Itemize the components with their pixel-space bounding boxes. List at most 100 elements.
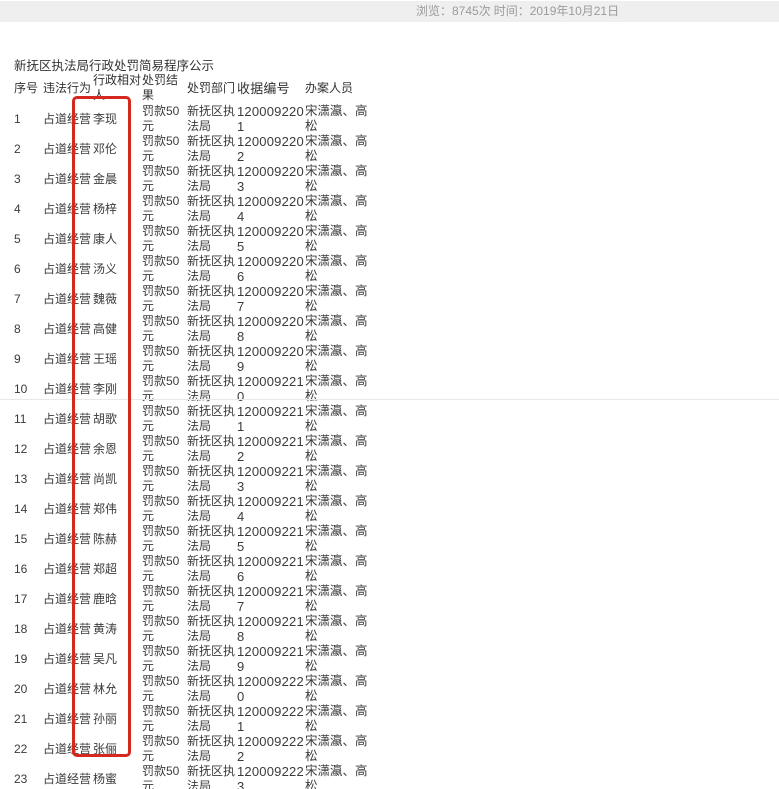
cell-officers: 宋潇瀛、高松 [305,674,368,703]
table-row: 13 占道经营 尚凯 罚款50元 新抚区执法局 1200092213 宋潇瀛、高… [14,464,378,494]
cell-officers: 宋潇瀛、高松 [305,524,368,553]
cell-person: 尚凯 [93,471,118,486]
cell-officers: 宋潇瀛、高松 [305,464,368,493]
cell-no: 11 [14,411,27,426]
table-row: 4 占道经营 杨梓 罚款50元 新抚区执法局 1200092204 宋潇瀛、高松 [14,194,378,224]
cell-no: 23 [14,771,28,786]
cell-person: 黄涛 [93,621,118,636]
cell-receipt: 1200092207 [237,284,304,314]
cell-result: 罚款50元 [142,164,180,193]
cell-officers: 宋潇瀛、高松 [305,494,368,523]
header-result: 处罚结果 [142,73,179,102]
cell-violation: 占道经营 [43,771,92,786]
table-row: 12 占道经营 余恩 罚款50元 新抚区执法局 1200092212 宋潇瀛、高… [14,434,378,464]
cell-department: 新抚区执法局 [187,734,236,763]
page-title: 新抚区执法局行政处罚简易程序公示 [14,59,215,73]
cell-result: 罚款50元 [142,644,180,673]
cell-violation: 占道经营 [43,741,92,756]
cell-officers: 宋潇瀛、高松 [305,554,368,583]
cell-officers: 宋潇瀛、高松 [305,104,368,133]
cell-result: 罚款50元 [142,134,180,163]
cell-result: 罚款50元 [142,104,180,133]
cell-department: 新抚区执法局 [187,704,236,733]
cell-receipt: 1200092204 [237,194,304,224]
table-row: 20 占道经营 林允 罚款50元 新抚区执法局 1200092220 宋潇瀛、高… [14,674,378,704]
cell-receipt: 1200092221 [237,704,304,734]
cell-person: 魏薇 [93,291,118,306]
cell-department: 新抚区执法局 [187,584,236,613]
table-row: 18 占道经营 黄涛 罚款50元 新抚区执法局 1200092218 宋潇瀛、高… [14,614,378,644]
table-row: 6 占道经营 汤义 罚款50元 新抚区执法局 1200092206 宋潇瀛、高松 [14,254,378,284]
cell-person: 杨梓 [93,201,118,216]
cell-person: 胡歌 [93,411,118,426]
cell-receipt: 1200092216 [237,554,304,584]
cell-person: 李刚 [93,381,118,396]
table-row: 11 占道经营 胡歌 罚款50元 新抚区执法局 1200092211 宋潇瀛、高… [14,404,378,434]
cell-department: 新抚区执法局 [187,614,236,643]
cell-department: 新抚区执法局 [187,254,236,283]
cell-receipt: 1200092223 [237,764,304,789]
cell-person: 郑伟 [93,501,118,516]
cell-violation: 占道经营 [43,681,92,696]
cell-receipt: 1200092208 [237,314,304,344]
table-row: 3 占道经营 金晨 罚款50元 新抚区执法局 1200092203 宋潇瀛、高松 [14,164,378,194]
cell-violation: 占道经营 [43,561,92,576]
cell-receipt: 1200092203 [237,164,304,194]
cell-result: 罚款50元 [142,554,180,583]
cell-receipt: 1200092214 [237,494,304,524]
cell-person: 李现 [93,111,118,126]
cell-person: 张俪 [93,741,118,756]
cell-no: 16 [14,561,28,576]
table-row: 15 占道经营 陈赫 罚款50元 新抚区执法局 1200092215 宋潇瀛、高… [14,524,378,554]
cell-department: 新抚区执法局 [187,194,236,223]
table-row: 5 占道经营 康人 罚款50元 新抚区执法局 1200092205 宋潇瀛、高松 [14,224,378,254]
cell-department: 新抚区执法局 [187,554,236,583]
penalty-table: 序号 违法行为 行政相对人 处罚结果 处罚部门 收据编号 办案人员 1 占道经营… [14,72,378,789]
cell-department: 新抚区执法局 [187,164,236,193]
table-row: 23 占道经营 杨蜜 罚款50元 新抚区执法局 1200092223 宋潇瀛、高… [14,764,378,789]
table-row: 19 占道经营 吴凡 罚款50元 新抚区执法局 1200092219 宋潇瀛、高… [14,644,378,674]
cell-officers: 宋潇瀛、高松 [305,734,368,763]
cell-result: 罚款50元 [142,704,180,733]
cell-receipt: 1200092218 [237,614,304,644]
cell-receipt: 1200092213 [237,464,304,494]
page-divider [0,399,779,400]
cell-department: 新抚区执法局 [187,524,236,553]
cell-violation: 占道经营 [43,591,92,606]
cell-officers: 宋潇瀛、高松 [305,614,368,643]
cell-officers: 宋潇瀛、高松 [305,224,368,253]
cell-result: 罚款50元 [142,434,180,463]
cell-result: 罚款50元 [142,674,180,703]
cell-no: 10 [14,381,28,396]
cell-officers: 宋潇瀛、高松 [305,254,368,283]
cell-violation: 占道经营 [43,441,92,456]
cell-officers: 宋潇瀛、高松 [305,764,368,789]
cell-no: 22 [14,741,28,756]
cell-person: 鹿晗 [93,591,118,606]
cell-officers: 宋潇瀛、高松 [305,134,368,163]
header-no: 序号 [14,80,39,95]
cell-violation: 占道经营 [43,621,92,636]
cell-result: 罚款50元 [142,404,180,433]
cell-no: 12 [14,441,28,456]
cell-person: 余恩 [93,441,118,456]
publish-time: 时间：2019年10月21日 [493,4,620,18]
cell-officers: 宋潇瀛、高松 [305,434,368,463]
table-row: 8 占道经营 高健 罚款50元 新抚区执法局 1200092208 宋潇瀛、高松 [14,314,378,344]
cell-receipt: 1200092201 [237,104,304,134]
cell-department: 新抚区执法局 [187,104,236,133]
cell-no: 19 [14,651,28,666]
cell-no: 14 [14,501,28,516]
cell-person: 陈赫 [93,531,118,546]
cell-violation: 占道经营 [43,531,92,546]
cell-officers: 宋潇瀛、高松 [305,344,368,373]
cell-result: 罚款50元 [142,464,180,493]
cell-violation: 占道经营 [43,231,92,246]
cell-no: 20 [14,681,28,696]
table-body: 1 占道经营 李现 罚款50元 新抚区执法局 1200092201 宋潇瀛、高松… [14,104,378,789]
cell-department: 新抚区执法局 [187,224,236,253]
cell-receipt: 1200092206 [237,254,304,284]
cell-department: 新抚区执法局 [187,134,236,163]
table-row: 7 占道经营 魏薇 罚款50元 新抚区执法局 1200092207 宋潇瀛、高松 [14,284,378,314]
